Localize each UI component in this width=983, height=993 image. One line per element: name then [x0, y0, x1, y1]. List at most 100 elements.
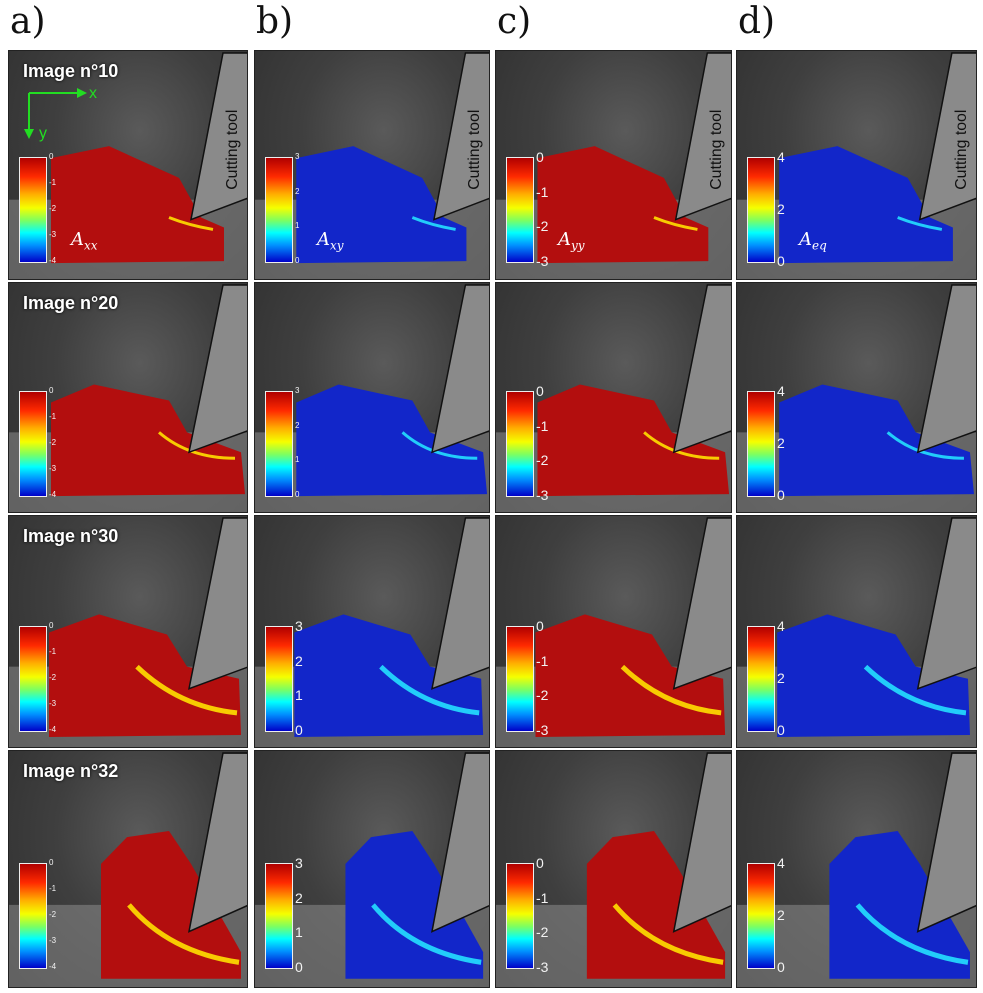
colorbar-tick-label: 0: [295, 722, 303, 738]
colorbar-tick-label: -1: [536, 417, 549, 434]
colorbar: [265, 391, 293, 497]
column-label: a): [10, 1, 46, 42]
colorbar-tick-label: 0: [536, 149, 544, 165]
colorbar-tick-label: -4: [49, 962, 57, 971]
axis-arrows-icon: [24, 88, 87, 139]
colorbar-tick-label: 2: [295, 420, 300, 430]
strain-map-panel: Cutting tool 4 2 0 Aeq: [736, 50, 977, 280]
colorbar-tick-label: -3: [49, 464, 57, 473]
colorbar-tick-label: 0: [777, 487, 785, 503]
strain-hotspot: [158, 431, 236, 460]
panel-graphics: Cutting tool: [737, 52, 976, 279]
colorbar-tick-label: -2: [49, 204, 57, 213]
strain-field: [829, 831, 970, 979]
colorbar-tick-label: -3: [49, 936, 57, 945]
colorbar-tick-label: -3: [49, 699, 57, 708]
cutting-tool: [916, 752, 976, 933]
cutting-tool: [187, 752, 247, 933]
strain-hotspot: [653, 216, 698, 231]
colorbar-tick-label: -3: [536, 959, 549, 975]
strain-field: [101, 831, 241, 979]
colorbar-tick-label: 1: [295, 455, 300, 465]
panel-graphics: Cutting tool: [496, 52, 731, 279]
colorbar: [19, 391, 47, 497]
strain-hotspot: [897, 216, 943, 231]
colorbar-tick-label: 0: [536, 855, 544, 871]
strain-field: [345, 831, 484, 979]
colorbar: [506, 157, 534, 263]
cutting-tool: [187, 284, 247, 454]
colorbar-tick-label: -1: [536, 652, 549, 669]
colorbar-tick-label: -4: [49, 256, 57, 265]
strain-map-panel: Cutting tool 0 -1 -2 -3 Ayy: [495, 50, 732, 280]
colorbar-tick-label: -1: [49, 884, 57, 893]
colorbar-tick-label: 0: [295, 256, 300, 265]
image-number-label: Image n°20: [23, 293, 119, 313]
cutting-tool: [918, 52, 976, 221]
colorbar-tick-label: 0: [49, 858, 54, 867]
colorbar-tick-label: -2: [536, 218, 549, 235]
panel-graphics: [9, 284, 247, 512]
colorbar: [265, 626, 293, 732]
image-number-label: Image n°32: [23, 761, 119, 781]
colorbar-tick-label: -1: [536, 889, 549, 906]
image-number-label: Image n°10: [23, 61, 119, 81]
colorbar-tick-label: 3: [295, 152, 300, 161]
panel-graphics: Cutting tool: [255, 52, 489, 279]
colorbar-tick-label: 0: [49, 152, 54, 161]
strain-field: [51, 146, 224, 264]
cutting-tool: [432, 52, 489, 221]
x-axis-label: x: [89, 85, 97, 102]
strain-map-panel: 0 -1 -2 -3: [495, 282, 732, 513]
colorbar: [747, 157, 775, 263]
panel-graphics: [737, 517, 976, 747]
colorbar-tick-label: 4: [777, 855, 785, 871]
strain-field: [296, 146, 467, 264]
strain-hotspot: [643, 431, 720, 460]
colorbar: [747, 863, 775, 969]
strain-field: [586, 831, 726, 979]
panel-graphics: Cutting tool: [9, 52, 247, 279]
strain-map-panel: Cutting tool 3 2 1 0 Axy: [254, 50, 490, 280]
colorbar: [19, 626, 47, 732]
colorbar-tick-label: -2: [49, 910, 57, 919]
colorbar-tick-label: -4: [49, 490, 57, 499]
cutting-tool-label: Cutting tool: [953, 110, 970, 190]
panel-graphics: [737, 752, 976, 987]
colorbar-tick-label: -2: [536, 452, 549, 469]
strain-map-panel: 0 -1 -2 -3 -4 Image n°32: [8, 750, 248, 988]
cutting-tool: [431, 752, 489, 933]
strain-hotspot: [168, 216, 214, 231]
quantity-label: Axx: [71, 229, 98, 253]
colorbar-tick-label: 3: [295, 855, 303, 871]
strain-hotspot: [411, 216, 456, 231]
cutting-tool-label: Cutting tool: [466, 110, 483, 190]
colorbar-tick-label: 2: [777, 435, 785, 451]
cutting-tool: [188, 517, 247, 690]
colorbar-tick-label: 2: [295, 186, 300, 196]
column-label: b): [256, 1, 294, 42]
colorbar-tick-label: 0: [295, 490, 300, 499]
colorbar-tick-label: -1: [49, 178, 57, 187]
panel-graphics: [9, 517, 247, 747]
colorbar-tick-label: 2: [777, 907, 785, 923]
colorbar: [506, 391, 534, 497]
strain-hotspot: [379, 664, 480, 716]
colorbar-tick-label: 0: [777, 959, 785, 975]
colorbar-tick-label: -2: [536, 924, 549, 941]
colorbar-tick-label: 2: [777, 670, 785, 686]
colorbar-tick-label: 0: [49, 621, 54, 630]
strain-field: [296, 384, 488, 497]
strain-map-panel: 0 -1 -2 -3: [495, 515, 732, 748]
panel-graphics: [255, 284, 489, 512]
strain-map-panel: 0 -1 -2 -3: [495, 750, 732, 988]
colorbar: [265, 863, 293, 969]
colorbar-tick-label: -2: [49, 438, 57, 447]
cutting-tool-label: Cutting tool: [224, 110, 241, 190]
quantity-label: Ayy: [558, 229, 585, 253]
strain-map-panel: 0 -1 -2 -3 -4 Image n°30: [8, 515, 248, 748]
strain-map-panel: 3 2 1 0: [254, 515, 490, 748]
strain-map-panel: 4 2 0: [736, 282, 977, 513]
panel-graphics: [496, 752, 731, 987]
strain-field: [51, 384, 245, 497]
